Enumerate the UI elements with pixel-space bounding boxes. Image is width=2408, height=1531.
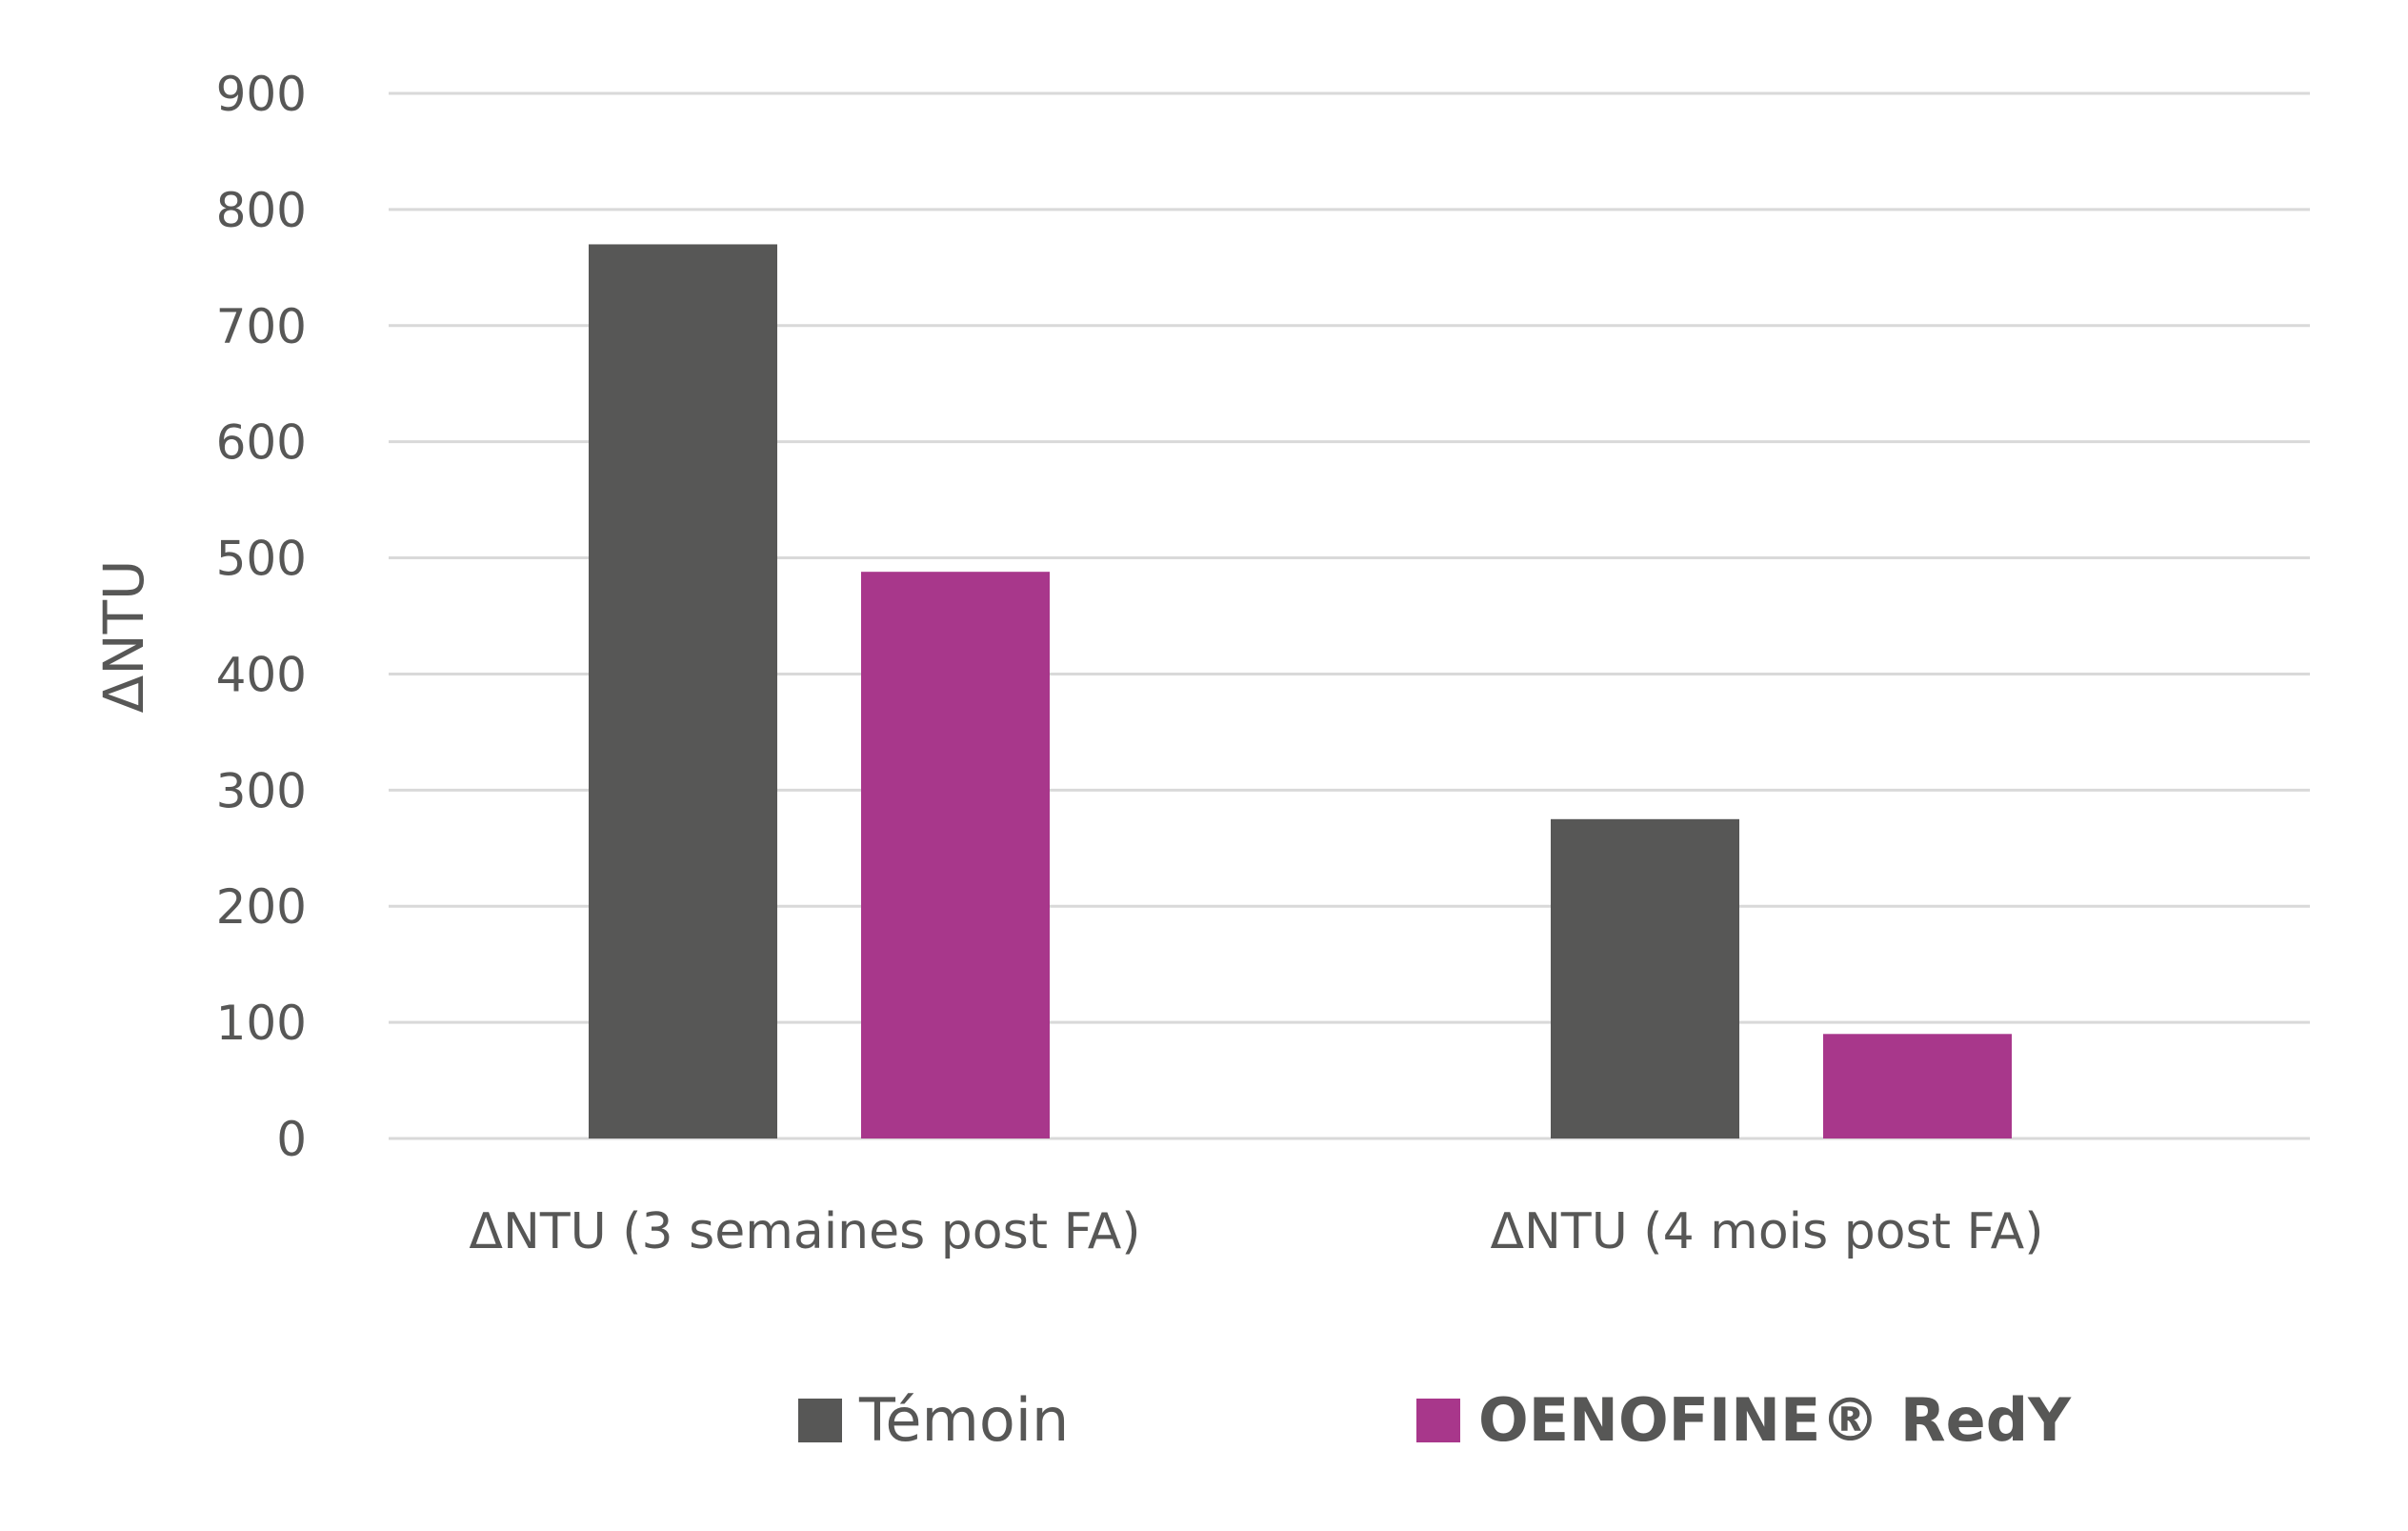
x-axis-category-labels: ΔNTU (3 semaines post FA) ΔNTU (4 mois po… [469,1203,2043,1260]
legend-label: Témoin [858,1385,1069,1455]
legend-swatch [798,1399,842,1442]
y-tick-label: 900 [216,67,307,122]
legend-swatch [1416,1399,1460,1442]
y-axis-title: ΔNTU [91,560,156,714]
bar [589,244,777,1138]
legend: Témoin OENOFINE® RedY [798,1385,2072,1455]
y-tick-label: 0 [276,1112,307,1167]
x-category-label: ΔNTU (3 semaines post FA) [469,1203,1140,1260]
bar [861,572,1050,1138]
y-tick-label: 400 [216,647,307,702]
bar [1823,1034,2012,1138]
x-category-label: ΔNTU (4 mois post FA) [1490,1203,2043,1260]
y-tick-label: 600 [216,415,307,471]
y-tick-label: 300 [216,763,307,818]
bars [589,244,2012,1138]
y-tick-label: 200 [216,879,307,935]
legend-label: OENOFINE® RedY [1478,1385,2072,1455]
y-axis-tick-labels: 0 100 200 300 400 500 600 700 800 900 [216,67,307,1167]
y-tick-label: 700 [216,299,307,354]
y-tick-label: 800 [216,183,307,238]
y-tick-label: 100 [216,996,307,1051]
bar [1551,818,1739,1138]
y-tick-label: 500 [216,532,307,587]
